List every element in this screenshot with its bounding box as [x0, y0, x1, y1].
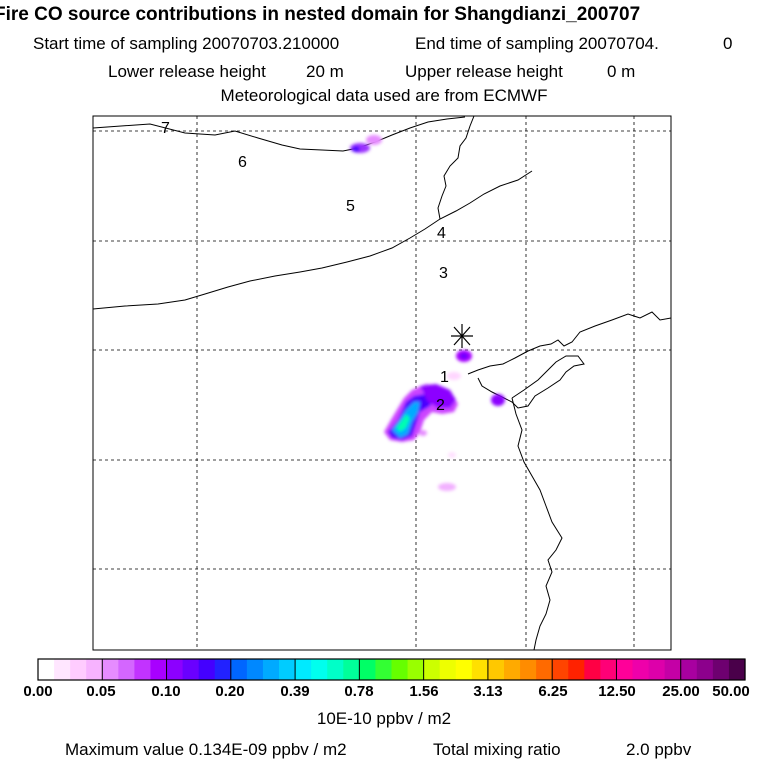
- legend-color-swatch: [648, 659, 666, 680]
- legend-color-swatch: [520, 659, 537, 680]
- legend-color-swatch: [54, 659, 71, 680]
- legend-color-swatch: [166, 659, 184, 680]
- legend-color-swatch: [198, 659, 216, 680]
- legend-color-swatch: [664, 659, 682, 680]
- legend-color-swatch: [295, 659, 312, 680]
- legend-color-swatch: [134, 659, 152, 680]
- border-line-river: [437, 116, 475, 220]
- coastline: [477, 355, 585, 409]
- legend-tick: 25.00: [662, 683, 700, 700]
- legend-color-swatch: [600, 659, 618, 680]
- legend-color-swatch: [407, 659, 425, 680]
- legend-color-swatch: [150, 659, 168, 680]
- legend-color-swatch: [359, 659, 377, 680]
- day-labels: 7 6 5 4 3 1 2: [161, 120, 449, 414]
- legend-color-swatch: [391, 659, 409, 680]
- coastline: [511, 397, 563, 650]
- legend-tick: 1.56: [409, 683, 439, 700]
- start-time-label: Start time of sampling 20070703.210000: [33, 34, 340, 53]
- legend-color-swatch: [343, 659, 360, 680]
- legend-tick: 0.00: [23, 683, 53, 700]
- grid-lines: [93, 116, 671, 650]
- legend-color-swatch: [503, 659, 521, 680]
- legend-tick: 50.00: [712, 683, 750, 700]
- end-time-value: 0: [723, 34, 733, 53]
- legend-color-swatch: [118, 659, 136, 680]
- legend-color-swatch: [214, 659, 232, 680]
- coastline: [467, 311, 671, 375]
- legend-tick: 0.05: [86, 683, 116, 700]
- day-label: 4: [437, 225, 446, 242]
- legend-tick: 0.39: [280, 683, 310, 700]
- boundaries: [93, 116, 671, 650]
- legend-color-swatch: [279, 659, 296, 680]
- day-label: 2: [436, 397, 445, 414]
- legend-color-swatch: [696, 659, 714, 680]
- map-frame: [92, 115, 672, 651]
- legend-color-swatch: [327, 659, 344, 680]
- lower-release-value: 20 m: [306, 62, 344, 81]
- legend-tick: 0.10: [151, 683, 181, 700]
- maximum-value-label: Maximum value 0.134E-09 ppbv / m2: [65, 740, 347, 759]
- legend-tick: 6.25: [538, 683, 568, 700]
- color-legend-bar: [37, 658, 746, 681]
- upper-release-value: 0 m: [607, 62, 636, 81]
- day-label: 7: [161, 120, 170, 137]
- legend-color-swatch: [182, 659, 200, 680]
- legend-color-swatch: [536, 659, 553, 680]
- legend-color-swatch: [423, 659, 441, 680]
- border-line-mid: [93, 170, 533, 310]
- legend-color-swatch: [38, 659, 55, 680]
- upper-release-label: Upper release height: [405, 62, 563, 81]
- legend-color-swatch: [632, 659, 650, 680]
- total-mixing-ratio-label: Total mixing ratio: [433, 740, 561, 759]
- legend-unit-label: 10E-10 ppbv / m2: [316, 709, 452, 728]
- met-data-label: Meteorological data used are from ECMWF: [220, 86, 548, 105]
- receptor-asterisk-icon: [451, 324, 473, 348]
- legend-tick: 0.20: [215, 683, 245, 700]
- lower-release-label: Lower release height: [108, 62, 266, 81]
- legend-color-swatch: [439, 659, 457, 680]
- day-label: 1: [440, 369, 449, 386]
- legend-color-swatch: [246, 659, 264, 680]
- legend-color-swatch: [455, 659, 473, 680]
- legend-color-swatch: [230, 659, 248, 680]
- total-mixing-ratio-value: 2.0 ppbv: [626, 740, 692, 759]
- legend-color-swatch: [728, 659, 746, 680]
- legend-color-swatch: [552, 659, 569, 680]
- legend-color-swatch: [311, 659, 328, 680]
- day-label: 3: [439, 265, 448, 282]
- legend-color-swatch: [102, 659, 119, 680]
- figure-title: Fire CO source contributions in nested d…: [0, 4, 641, 25]
- legend-tick: 12.50: [598, 683, 636, 700]
- legend-color-swatch: [568, 659, 585, 680]
- legend-color-swatch: [680, 659, 698, 680]
- legend-tick: 0.78: [344, 683, 374, 700]
- legend-color-swatch: [712, 659, 730, 680]
- day-label: 6: [238, 154, 247, 171]
- end-time-label: End time of sampling 20070704.: [415, 34, 659, 53]
- concentration-plume: [350, 135, 505, 491]
- border-line-north: [93, 116, 466, 152]
- legend-color-swatch: [584, 659, 601, 680]
- legend-tick: 3.13: [473, 683, 503, 700]
- legend-color-swatch: [86, 659, 103, 680]
- legend-color-swatch: [487, 659, 505, 680]
- legend-color-swatch: [70, 659, 87, 680]
- legend-color-swatch: [616, 659, 634, 680]
- legend-color-swatch: [471, 659, 489, 680]
- legend-frame: [37, 658, 746, 681]
- day-label: 5: [346, 198, 355, 215]
- legend-color-swatch: [375, 659, 393, 680]
- legend-color-swatch: [262, 659, 280, 680]
